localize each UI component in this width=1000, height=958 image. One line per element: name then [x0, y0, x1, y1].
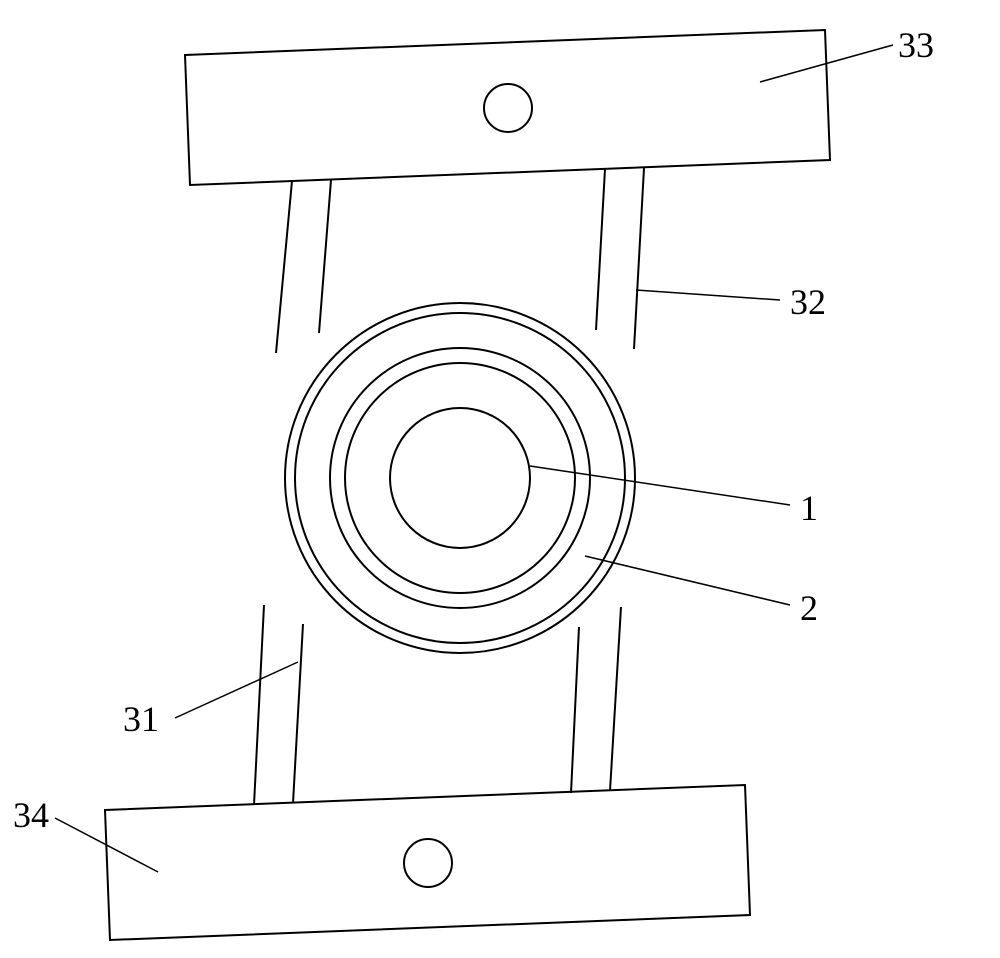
label-1: 1: [800, 487, 818, 529]
label-34: 34: [13, 794, 49, 836]
technical-diagram: 1 2 31 32 33 34: [0, 0, 1000, 958]
bottom-block: [105, 785, 750, 940]
ring-outer: [285, 303, 635, 653]
ring-3: [330, 348, 590, 608]
ring-inner: [390, 408, 530, 548]
leader-lines: [55, 45, 893, 872]
label-31: 31: [123, 698, 159, 740]
diagram-svg: [0, 0, 1000, 958]
label-32: 32: [790, 281, 826, 323]
ring-2: [345, 363, 575, 593]
concentric-rings: [285, 303, 635, 653]
label-2: 2: [800, 587, 818, 629]
middle-body: [254, 168, 644, 805]
top-block: [185, 30, 830, 185]
label-33: 33: [898, 24, 934, 66]
